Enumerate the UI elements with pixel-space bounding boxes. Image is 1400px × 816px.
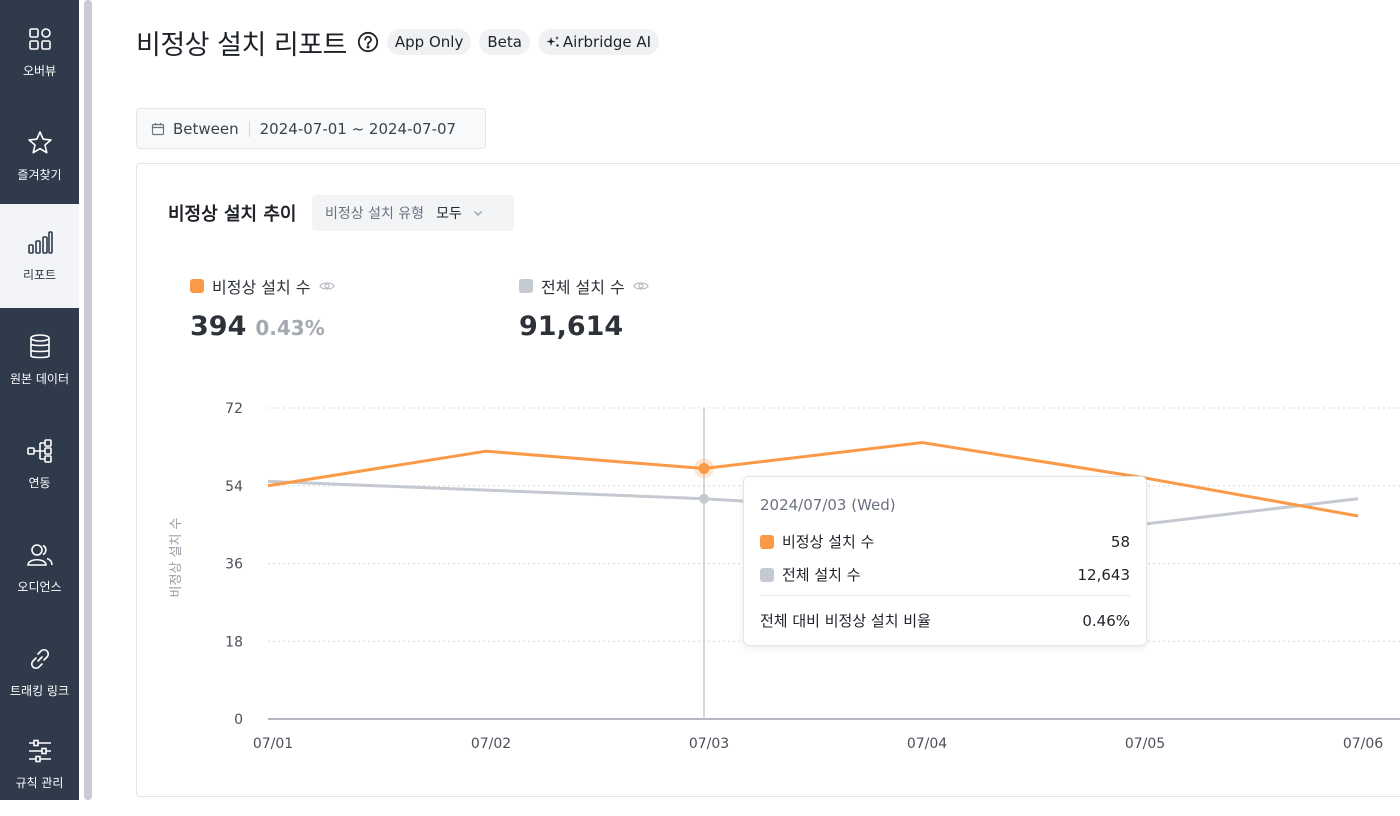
sidebar-item-tracking-link[interactable]: 트래킹 링크	[0, 620, 79, 724]
tooltip-value: 12,643	[1077, 565, 1131, 584]
eye-icon[interactable]	[633, 280, 649, 292]
users-icon	[26, 541, 54, 569]
sidebar-item-raw-data[interactable]: 원본 데이터	[0, 308, 79, 412]
select-value: 모두	[436, 206, 462, 222]
tooltip-row-total: 전체 설치 수 12,643	[760, 564, 1130, 585]
calendar-icon	[151, 122, 165, 136]
divider	[248, 120, 250, 137]
sidebar: 오버뷰 즐겨찾기 리포트 원본 데이터	[0, 0, 79, 800]
app-only-badge: App Only	[386, 29, 472, 55]
metric-label: 전체 설치 수	[541, 278, 625, 297]
beta-badge: Beta	[479, 29, 530, 55]
sidebar-item-label: 원본 데이터	[9, 372, 69, 386]
help-icon[interactable]	[357, 31, 379, 53]
sidebar-item-integrations[interactable]: 연동	[0, 412, 79, 516]
page-header: 비정상 설치 리포트 App Only Beta Airbridge AI	[136, 22, 660, 62]
y-tick-label: 54	[225, 479, 243, 495]
tooltip-label: 비정상 설치 수	[782, 533, 875, 551]
sidebar-item-label: 오버뷰	[22, 64, 57, 78]
metric-value: 394	[190, 311, 247, 342]
airbridge-ai-badge[interactable]: Airbridge AI	[537, 29, 660, 55]
tooltip-row-abnormal: 비정상 설치 수 58	[760, 531, 1130, 552]
sliders-icon	[26, 737, 54, 765]
metric-value: 91,614	[519, 311, 624, 342]
tooltip-label: 전체 설치 수	[782, 566, 861, 584]
y-axis-label: 비정상 설치 수	[169, 517, 184, 597]
link-icon	[26, 645, 54, 673]
metric-percentage: 0.43%	[255, 316, 325, 340]
badge-label: Airbridge AI	[562, 33, 652, 51]
abnormal-install-type-select[interactable]: 비정상 설치 유형 모두	[312, 195, 514, 231]
metric-abnormal-installs: 비정상 설치 수 394 0.43%	[190, 274, 335, 342]
highlight-point	[699, 493, 709, 504]
sidebar-item-favorites[interactable]: 즐겨찾기	[0, 104, 79, 208]
page-title: 비정상 설치 리포트	[136, 29, 347, 61]
sidebar-item-label: 오디언스	[17, 580, 62, 594]
x-tick-label: 07/06	[1343, 736, 1383, 752]
x-tick-label: 07/05	[1125, 736, 1165, 752]
tooltip-swatch	[760, 567, 774, 582]
integration-tree-icon	[26, 437, 54, 465]
sidebar-item-overview[interactable]: 오버뷰	[0, 0, 79, 104]
tooltip-swatch	[760, 534, 774, 549]
star-icon	[26, 129, 54, 157]
sidebar-scrollbar-thumb[interactable]	[84, 0, 92, 800]
sidebar-item-label: 규칙 관리	[15, 776, 64, 790]
sidebar-item-label: 트래킹 링크	[9, 684, 69, 698]
y-tick-label: 0	[234, 712, 243, 728]
chart-tooltip: 2024/07/03 (Wed) 비정상 설치 수 58 전체 설치 수 12,…	[743, 476, 1147, 646]
card-title: 비정상 설치 추이	[168, 204, 297, 225]
y-tick-label: 72	[225, 401, 243, 417]
tooltip-ratio-label: 전체 대비 비정상 설치 비율	[760, 612, 931, 630]
sidebar-item-label: 즐겨찾기	[17, 168, 62, 182]
chevron-down-icon	[472, 207, 484, 219]
legend-swatch-total[interactable]	[519, 279, 533, 293]
metric-label: 비정상 설치 수	[212, 278, 311, 297]
tooltip-ratio-value: 0.46%	[1082, 611, 1130, 630]
bar-chart-icon	[26, 229, 54, 257]
x-tick-label: 07/01	[253, 736, 293, 752]
select-label: 비정상 설치 유형	[325, 206, 425, 222]
tooltip-row-ratio: 전체 대비 비정상 설치 비율 0.46%	[760, 610, 1130, 631]
date-filter-operator: Between	[173, 119, 239, 138]
sidebar-item-label: 리포트	[22, 268, 57, 282]
metric-total-installs: 전체 설치 수 91,614	[519, 274, 649, 342]
eye-icon[interactable]	[318, 280, 335, 292]
sparkle-icon	[546, 36, 559, 47]
overview-grid-icon	[26, 25, 54, 53]
x-tick-label: 07/02	[471, 736, 511, 752]
tooltip-divider	[760, 595, 1130, 596]
database-icon	[26, 333, 54, 361]
y-tick-label: 36	[225, 557, 243, 573]
x-tick-label: 07/04	[907, 736, 947, 752]
legend-swatch-abnormal[interactable]	[190, 279, 204, 293]
date-range-filter[interactable]: Between 2024-07-01 ~ 2024-07-07	[136, 108, 486, 149]
sidebar-item-audiences[interactable]: 오디언스	[0, 516, 79, 620]
sidebar-item-rules[interactable]: 규칙 관리	[0, 712, 79, 816]
y-tick-label: 18	[225, 634, 243, 650]
series-line	[267, 441, 1359, 518]
date-filter-range: 2024-07-01 ~ 2024-07-07	[259, 119, 457, 138]
highlight-point	[698, 462, 710, 474]
badge-label: App Only	[394, 33, 464, 51]
sidebar-item-label: 연동	[28, 476, 51, 490]
x-tick-label: 07/03	[689, 736, 729, 752]
sidebar-item-reports[interactable]: 리포트	[0, 204, 79, 308]
tooltip-date: 2024/07/03 (Wed)	[760, 496, 896, 514]
tooltip-value: 58	[1110, 532, 1130, 551]
badge-label: Beta	[487, 33, 522, 51]
